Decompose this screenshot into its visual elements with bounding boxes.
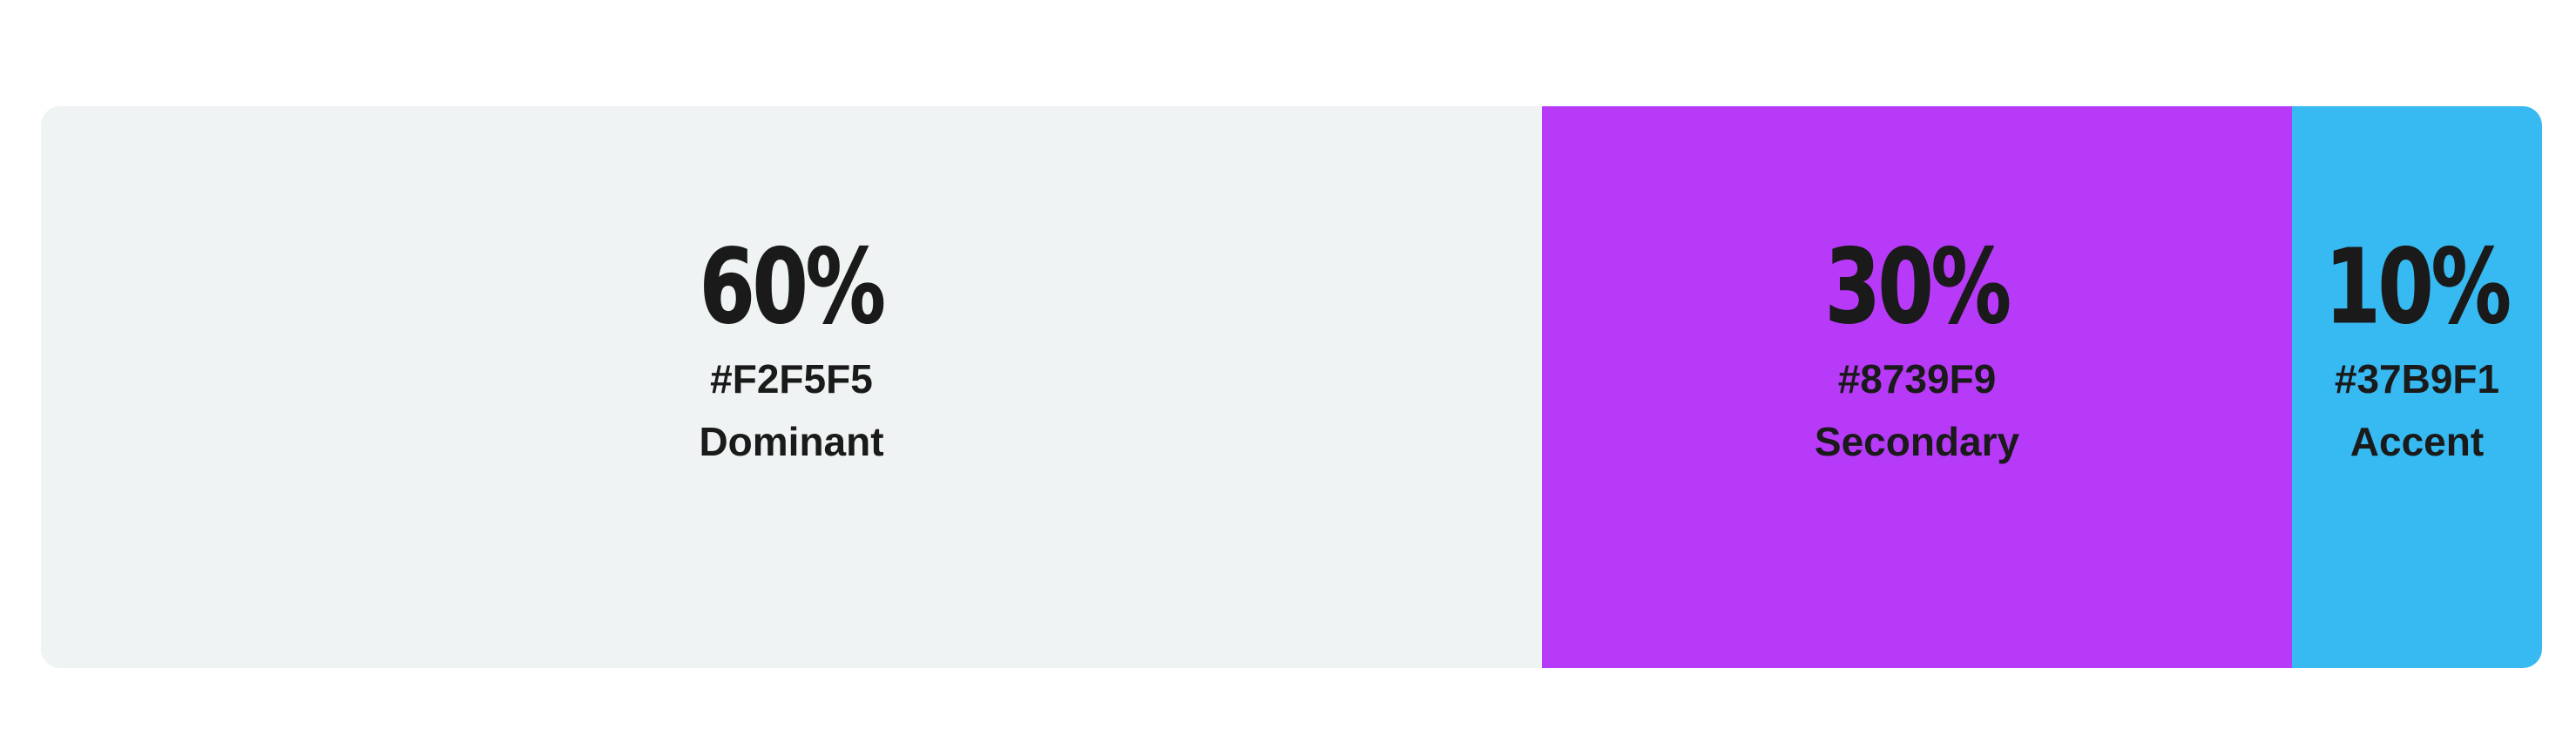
segment-dominant: 60% #F2F5F5 Dominant xyxy=(41,106,1542,668)
hex-code-label: #8739F9 xyxy=(1837,356,1997,402)
role-label: Accent xyxy=(2350,419,2485,464)
percent-label: 30% xyxy=(1825,226,2012,347)
palette-bar: 60% #F2F5F5 Dominant 30% #8739F9 Secondary 10%… xyxy=(41,106,2542,668)
segment-accent: 10% #37B9F1 Accent xyxy=(2292,106,2542,668)
segment-label-group: 10% #37B9F1 Accent xyxy=(2292,235,2542,462)
percent-label: 10% xyxy=(2325,226,2512,347)
percent-label: 60% xyxy=(700,226,887,347)
segment-label-group: 30% #8739F9 Secondary xyxy=(1542,235,2292,462)
segment-label-group: 60% #F2F5F5 Dominant xyxy=(41,235,1542,462)
role-label: Secondary xyxy=(1814,419,2020,464)
segment-secondary: 30% #8739F9 Secondary xyxy=(1542,106,2292,668)
hex-code-label: #37B9F1 xyxy=(2334,356,2500,402)
role-label: Dominant xyxy=(699,419,884,464)
hex-code-label: #F2F5F5 xyxy=(710,356,873,402)
